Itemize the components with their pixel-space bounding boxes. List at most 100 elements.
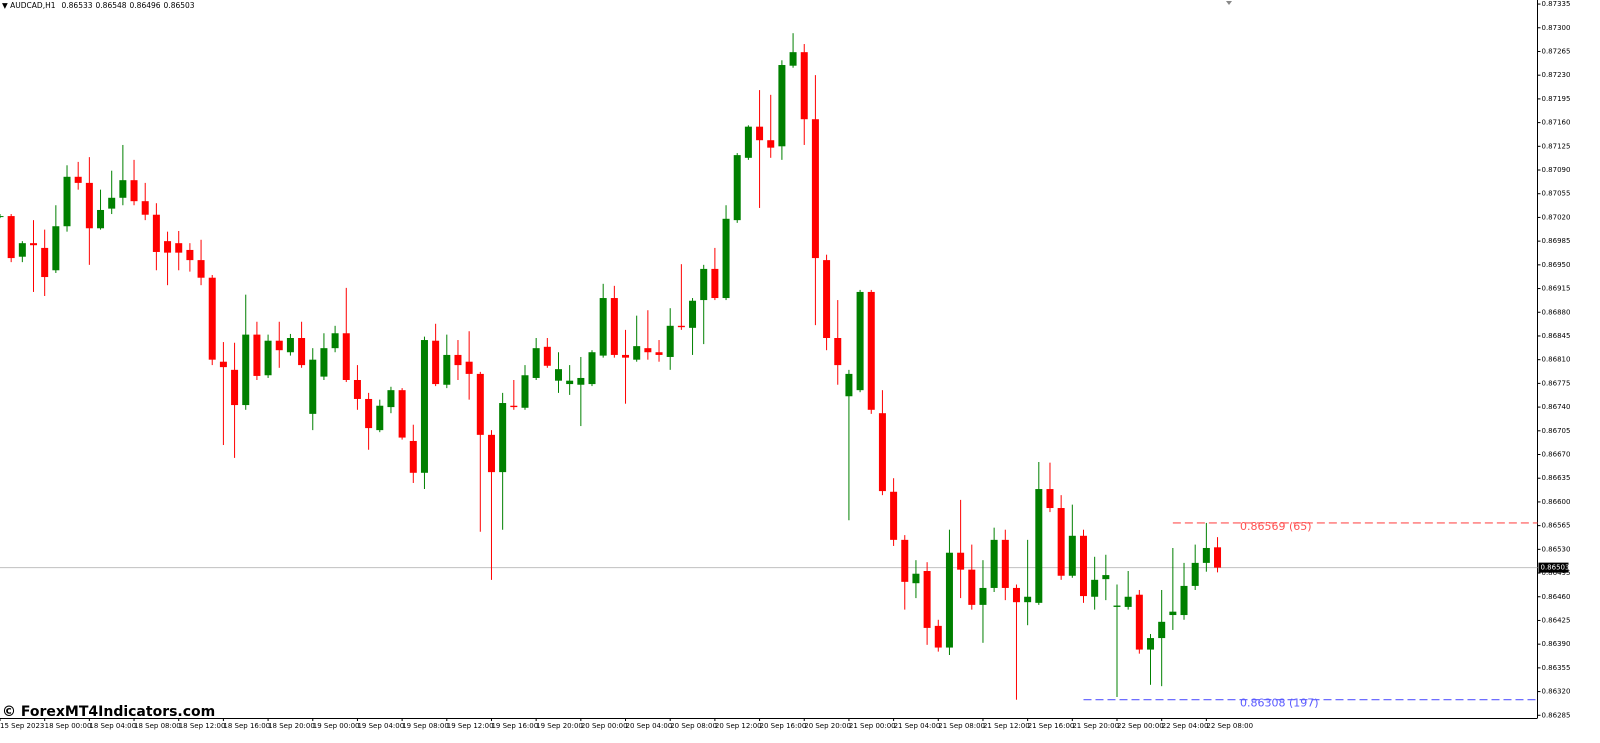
y-tick-label: 0.87265 [1542,47,1571,55]
y-tick-label: 0.86635 [1542,474,1571,482]
candle-body [219,361,227,368]
candle-body [566,380,574,385]
candle-body [577,377,585,385]
candle-body [867,291,875,410]
candle-body [1057,508,1065,576]
x-tick-label: 19 Sep 12:00 [447,722,494,730]
candle-body [890,491,898,540]
x-tick-label: 22 Sep 08:00 [1206,722,1253,730]
candle-body [487,434,495,473]
current-price-label: 0.86503 [1541,564,1570,572]
y-tick-label: 0.86705 [1542,427,1571,435]
y-tick-label: 0.86355 [1542,664,1571,672]
candle-body [644,348,652,353]
candle-body [286,338,294,353]
y-tick-label: 0.87300 [1542,24,1571,32]
level-label: 0.86308 (197) [1240,697,1319,710]
y-tick-label: 0.86880 [1542,308,1571,316]
candle-body [1113,605,1121,607]
candle-body [666,325,674,357]
candle-body [912,573,920,584]
candle-body [767,140,775,148]
y-tick-label: 0.86285 [1542,711,1571,719]
candle-body [175,243,183,253]
candle-body [1068,535,1076,576]
shift-marker [1226,1,1232,5]
x-tick-label: 19 Sep 16:00 [491,722,538,730]
candle-body [376,405,384,431]
y-tick-label: 0.87230 [1542,71,1571,79]
y-tick-label: 0.86425 [1542,616,1571,624]
candle-body [342,333,350,380]
candle-body [778,65,786,147]
candle-body [1158,621,1166,639]
x-tick-label: 21 Sep 08:00 [938,722,985,730]
x-tick-label: 20 Sep 12:00 [715,722,762,730]
candle-body [722,218,730,299]
x-tick-label: 20 Sep 04:00 [626,722,673,730]
candle-body [253,334,261,376]
y-tick-label: 0.86985 [1542,237,1571,245]
candle-body [901,539,909,582]
candle-body [41,247,49,278]
y-tick-label: 0.87195 [1542,95,1571,103]
x-tick-label: 19 Sep 08:00 [402,722,449,730]
x-tick-label: 19 Sep 20:00 [536,722,583,730]
current-price-tag [1538,562,1569,573]
level-label: 0.86569 (65) [1240,520,1312,533]
x-tick-label: 20 Sep 08:00 [670,722,717,730]
candle-body [733,155,741,221]
candle-body [398,390,406,438]
candle-body [588,352,596,385]
candle-body [555,369,562,381]
candle-body [1024,596,1032,603]
x-tick-label: 22 Sep 00:00 [1117,722,1164,730]
y-tick-label: 0.86495 [1542,569,1571,577]
candle-body [1012,587,1020,603]
symbol: AUDCAD,H1 [10,1,56,10]
candle-body [1180,585,1188,616]
candle-body [689,300,697,328]
candle-body [1135,594,1143,650]
candle-body [197,260,205,278]
candle-body [108,197,116,209]
candle-body [1079,535,1087,597]
candle-body [845,373,853,397]
candle-body [945,552,953,648]
x-tick-label: 21 Sep 04:00 [894,722,941,730]
x-tick-label: 18 Sep 12:00 [179,722,226,730]
candle-body [756,126,764,141]
y-tick-label: 0.86950 [1542,261,1571,269]
candle-body [622,354,630,358]
candle-body [878,413,886,492]
candle-body [476,373,484,435]
x-tick-label: 18 Sep 04:00 [89,722,136,730]
y-tick-label: 0.86670 [1542,451,1571,459]
candle-body [1102,575,1110,580]
x-tick-label: 21 Sep 12:00 [983,722,1030,730]
x-tick-label: 21 Sep 20:00 [1072,722,1119,730]
candle-body [934,625,942,648]
x-tick-label: 18 Sep 08:00 [134,722,181,730]
candle-body [74,176,82,183]
candle-body [1001,539,1009,588]
y-tick-label: 0.86915 [1542,285,1571,293]
candle-body [800,52,808,120]
candle-body [231,369,239,406]
y-tick-label: 0.86775 [1542,379,1571,387]
candle-body [834,338,842,366]
candle-body [443,354,451,385]
y-tick-label: 0.87020 [1542,213,1571,221]
x-tick-label: 15 Sep 2023 [0,722,44,730]
candle-body [1202,547,1210,563]
candle-body [353,379,361,399]
chart-header: ▼ AUDCAD,H1 0.86533 0.86548 0.86496 0.86503 [2,1,195,10]
x-tick-label: 21 Sep 16:00 [1028,722,1075,730]
candle-body [432,340,440,385]
x-tick-label: 22 Sep 04:00 [1162,722,1209,730]
candle-body [141,201,149,215]
candle-body [454,354,462,366]
header-close: 0.86503 [164,1,195,10]
candle-body [1091,579,1099,597]
x-tick-label: 19 Sep 04:00 [357,722,404,730]
